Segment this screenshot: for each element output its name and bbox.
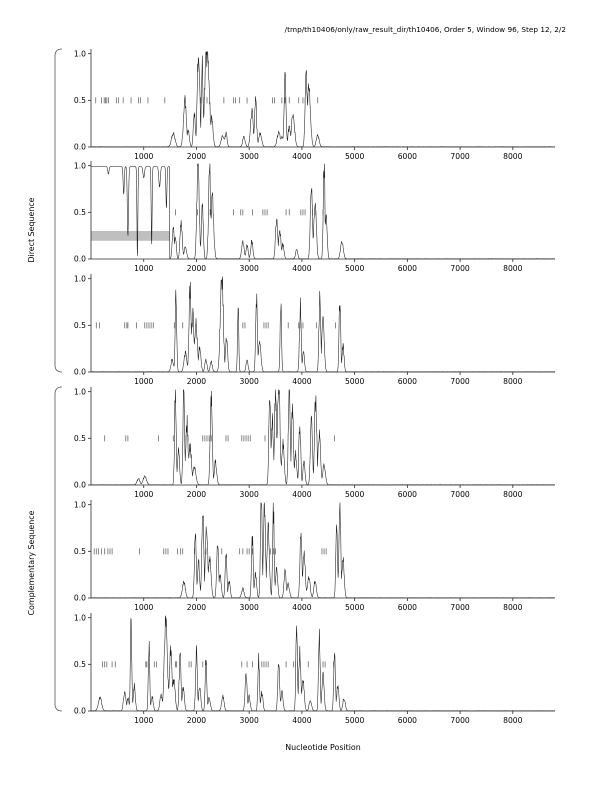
x-tick-label: 3000 (240, 716, 259, 725)
x-tick-label: 1000 (134, 716, 153, 725)
panel-4: 0.0 0.5 1.0 1000 2000 3000 4000 5000 6000 7000 800… (74, 387, 556, 499)
x-tick-label: 6000 (398, 152, 417, 161)
x-tick-label: 4000 (292, 603, 311, 612)
x-tick-label: 2000 (187, 603, 206, 612)
x-tick-label: 7000 (450, 377, 469, 386)
y-tick-label: 0.5 (74, 208, 86, 217)
x-tick-label: 7000 (450, 716, 469, 725)
x-tick-label: 1000 (134, 490, 153, 499)
x-tick-label: 7000 (450, 490, 469, 499)
x-tick-label: 5000 (345, 377, 364, 386)
y-tick-label: 1.0 (74, 161, 86, 170)
panel-5: 0.0 0.5 1.0 1000 2000 3000 4000 5000 6000 7000 800… (74, 500, 556, 612)
x-tick-label: 2000 (187, 152, 206, 161)
y-tick-label: 1.0 (74, 500, 86, 509)
feature-markers-panel-6 (102, 661, 334, 668)
x-tick-label: 4000 (292, 490, 311, 499)
group-brace-complementary (54, 386, 63, 712)
x-tick-label: 8000 (503, 716, 522, 725)
panel-group: 0.0 0.5 1.0 1000 2000 3000 4000 5000 6000 7000 800… (74, 49, 556, 725)
y-tick-label: 0.0 (74, 481, 86, 490)
group-brace-direct (54, 48, 63, 373)
x-tick-label: 5000 (345, 152, 364, 161)
y-tick-label: 1.0 (74, 49, 86, 58)
x-tick-label: 1000 (134, 377, 153, 386)
x-tick-label: 4000 (292, 152, 311, 161)
x-tick-label: 8000 (503, 603, 522, 612)
figure-title: /tmp/th10406/only/raw_result_dir/th10406… (285, 25, 566, 34)
y-tick-label: 0.0 (74, 707, 86, 716)
x-tick-label: 5000 (345, 490, 364, 499)
x-tick-label: 7000 (450, 603, 469, 612)
x-tick-label: 2000 (187, 490, 206, 499)
x-tick-label: 3000 (240, 377, 259, 386)
feature-markers-panel-2 (175, 209, 324, 216)
x-tick-label: 6000 (398, 264, 417, 273)
x-tick-label: 1000 (134, 603, 153, 612)
x-tick-label: 8000 (503, 264, 522, 273)
x-tick-label: 1000 (134, 152, 153, 161)
group-braces (54, 48, 63, 712)
y-tick-label: 0.0 (74, 368, 86, 377)
x-tick-label: 6000 (398, 377, 417, 386)
x-tick-label: 7000 (450, 264, 469, 273)
x-axis-label: Nucleotide Position (285, 743, 361, 752)
x-tick-label: 3000 (240, 603, 259, 612)
y-tick-label: 0.5 (74, 321, 86, 330)
group-label-complementary-sequence: Complementary Sequence (27, 510, 36, 615)
x-tick-label: 2000 (187, 377, 206, 386)
x-tick-label: 3000 (240, 264, 259, 273)
x-tick-label: 8000 (503, 490, 522, 499)
x-tick-label: 4000 (292, 264, 311, 273)
y-tick-label: 0.5 (74, 96, 86, 105)
group-label-direct-sequence: Direct Sequence (27, 197, 36, 262)
x-tick-label: 8000 (503, 152, 522, 161)
x-tick-label: 4000 (292, 377, 311, 386)
feature-markers-panel-5 (93, 548, 327, 555)
x-tick-label: 4000 (292, 716, 311, 725)
x-tick-label: 6000 (398, 603, 417, 612)
x-tick-label: 5000 (345, 603, 364, 612)
x-tick-label: 6000 (398, 490, 417, 499)
x-tick-label: 2000 (187, 716, 206, 725)
feature-markers-panel-1 (95, 97, 319, 104)
x-tick-label: 5000 (345, 264, 364, 273)
y-tick-label: 0.5 (74, 547, 86, 556)
feature-markers-panel-3 (95, 322, 336, 329)
x-tick-label: 3000 (240, 152, 259, 161)
panel-1: 0.0 0.5 1.0 1000 2000 3000 4000 5000 6000 7000 800… (74, 49, 556, 161)
y-tick-label: 0.0 (74, 594, 86, 603)
x-tick-label: 1000 (134, 264, 153, 273)
y-tick-label: 1.0 (74, 387, 86, 396)
x-tick-label: 6000 (398, 716, 417, 725)
x-tick-label: 5000 (345, 716, 364, 725)
panel-2: 0.0 0.5 1.0 1000 2000 3000 4000 5000 6000 7000 800… (74, 161, 556, 273)
y-tick-label: 0.0 (74, 255, 86, 264)
x-tick-label: 2000 (187, 264, 206, 273)
feature-markers-panel-4 (104, 435, 335, 442)
y-tick-label: 1.0 (74, 274, 86, 283)
y-tick-label: 1.0 (74, 613, 86, 622)
y-tick-label: 0.5 (74, 660, 86, 669)
x-tick-label: 7000 (450, 152, 469, 161)
x-tick-label: 8000 (503, 377, 522, 386)
panel-6: 0.0 0.5 1.0 1000 2000 3000 4000 5000 6000 7000 800… (74, 613, 556, 725)
highlight-band (91, 231, 170, 241)
x-tick-label: 3000 (240, 490, 259, 499)
y-tick-label: 0.0 (74, 143, 86, 152)
panel-3: 0.0 0.5 1.0 1000 2000 3000 4000 5000 6000 7000 800… (74, 274, 556, 386)
y-tick-label: 0.5 (74, 434, 86, 443)
